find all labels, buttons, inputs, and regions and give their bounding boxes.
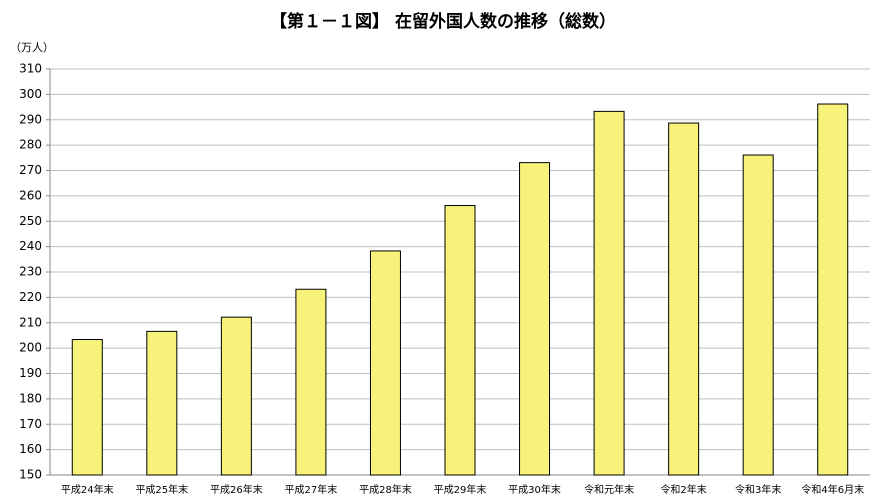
y-tick-label: 170 [19, 417, 42, 431]
y-tick-label: 290 [19, 112, 42, 126]
y-unit: （万人） [10, 41, 54, 54]
bar [146, 330, 178, 476]
x-tick-label: 平成25年末 [135, 483, 188, 496]
y-tick-label: 280 [19, 138, 42, 152]
bar [668, 122, 700, 476]
bar [593, 110, 625, 476]
y-tick-label: 160 [19, 442, 42, 456]
x-tick-label: 令和元年末 [584, 483, 634, 496]
x-tick-label: 平成29年末 [434, 483, 487, 496]
bar [742, 154, 774, 476]
y-tick-label: 260 [19, 188, 42, 202]
y-tick-label: 190 [19, 366, 42, 380]
x-tick-label: 令和3年末 [735, 483, 781, 496]
bar [295, 288, 327, 476]
y-tick-label: 150 [19, 468, 42, 482]
x-tick-label: 平成24年末 [61, 483, 114, 496]
x-tick-label: 令和4年6月末 [801, 483, 864, 496]
y-tick-label: 210 [19, 315, 42, 329]
x-tick-label: 平成28年末 [359, 483, 412, 496]
bar [444, 205, 476, 476]
y-tick-label: 220 [19, 290, 42, 304]
x-tick-label: 平成27年末 [285, 483, 338, 496]
bar [369, 250, 401, 476]
y-tick-label: 180 [19, 391, 42, 405]
y-tick-label: 240 [19, 239, 42, 253]
y-tick-label: 300 [19, 87, 42, 101]
x-tick-label: 令和2年末 [660, 483, 706, 496]
x-tick-label: 平成30年末 [508, 483, 561, 496]
bar [71, 338, 103, 476]
y-tick-label: 250 [19, 214, 42, 228]
y-tick-label: 270 [19, 163, 42, 177]
y-tick-label: 200 [19, 341, 42, 355]
bar [220, 316, 252, 476]
bar [519, 162, 551, 476]
bar [817, 103, 849, 476]
y-tick-label: 230 [19, 265, 42, 279]
y-tick-label: 310 [19, 62, 42, 76]
chart-title: 【第１－１図】 在留外国人数の推移（総数） [270, 11, 616, 32]
x-tick-label: 平成26年末 [210, 483, 263, 496]
